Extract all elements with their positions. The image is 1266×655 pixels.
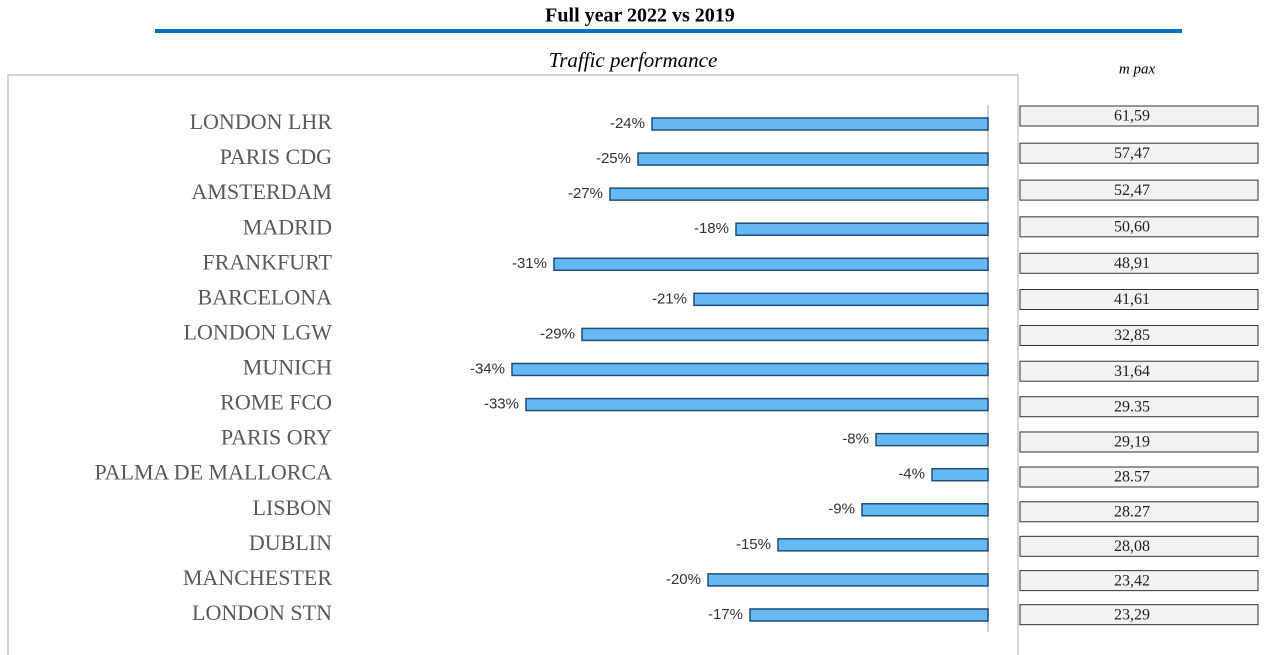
- pax-value: 31,64: [1114, 363, 1150, 380]
- bar: [637, 152, 989, 166]
- pax-box: [1019, 396, 1259, 418]
- pax-value: 29,19: [1114, 434, 1150, 451]
- pax-value: 29.35: [1114, 398, 1150, 415]
- pax-value: 28.27: [1114, 503, 1150, 520]
- value-label: -31%: [512, 255, 547, 272]
- category-label: PALMA DE MALLORCA: [94, 460, 332, 485]
- pax-box: [1019, 142, 1259, 164]
- bar: [553, 257, 989, 272]
- category-label: BARCELONA: [198, 284, 333, 309]
- pax-value: 32,85: [1114, 327, 1150, 344]
- bar: [581, 327, 989, 342]
- pax-box: [1019, 252, 1259, 274]
- pax-box: [1019, 179, 1259, 201]
- chart-title: Full year 2022 vs 2019: [545, 5, 735, 27]
- category-label: ROME FCO: [220, 390, 332, 415]
- category-label: MUNICH: [243, 355, 332, 380]
- value-label: -24%: [610, 115, 645, 132]
- category-label: MANCHESTER: [183, 565, 332, 590]
- value-label: -33%: [484, 396, 519, 413]
- value-label: -25%: [596, 150, 631, 167]
- value-label: -15%: [736, 536, 771, 553]
- category-label: PARIS CDG: [220, 144, 332, 169]
- bar: [875, 432, 989, 447]
- value-label: -4%: [898, 466, 925, 483]
- value-label: -18%: [694, 220, 729, 237]
- pax-box: [1019, 501, 1259, 523]
- bar: [735, 222, 989, 236]
- value-label: -21%: [652, 290, 687, 307]
- pax-box: [1019, 431, 1259, 453]
- pax-value: 61,59: [1114, 108, 1150, 125]
- bar: [861, 503, 989, 517]
- pax-value: 23,42: [1114, 572, 1150, 589]
- value-label: -8%: [842, 431, 869, 448]
- bar: [511, 362, 989, 377]
- pax-box: [1019, 289, 1259, 310]
- pax-value: 52,47: [1114, 182, 1150, 199]
- category-label: PARIS ORY: [221, 425, 332, 450]
- value-label: -34%: [470, 360, 505, 377]
- bar: [707, 573, 989, 587]
- value-label: -20%: [666, 571, 701, 588]
- pax-box: [1019, 535, 1259, 557]
- bar: [609, 187, 989, 201]
- category-label: AMSTERDAM: [191, 179, 332, 204]
- bar: [749, 608, 989, 622]
- pax-value: 23,29: [1114, 606, 1150, 623]
- pax-box: [1019, 324, 1259, 346]
- category-label: LISBON: [253, 495, 333, 520]
- pax-box: [1019, 570, 1259, 592]
- pax-box: [1019, 216, 1259, 238]
- unit-label: m pax: [1119, 61, 1156, 77]
- pax-box: [1019, 105, 1259, 127]
- value-label: -9%: [828, 501, 855, 518]
- plot-frame: [7, 74, 1019, 655]
- category-label: LONDON STN: [192, 600, 332, 625]
- chart-subtitle: Traffic performance: [549, 48, 718, 72]
- category-label: FRANKFURT: [203, 249, 333, 274]
- pax-value: 48,91: [1114, 255, 1150, 272]
- category-label: DUBLIN: [249, 530, 332, 555]
- pax-value: 28.57: [1114, 469, 1150, 486]
- category-label: MADRID: [243, 214, 332, 239]
- category-label: LONDON LGW: [184, 319, 333, 344]
- pax-value: 57,47: [1114, 145, 1150, 162]
- pax-box: [1019, 466, 1259, 488]
- pax-value: 28,08: [1114, 538, 1150, 555]
- value-label: -17%: [708, 606, 743, 623]
- category-label: LONDON LHR: [190, 109, 333, 134]
- pax-value: 50,60: [1114, 218, 1150, 235]
- bar: [651, 117, 989, 131]
- pax-value: 41,61: [1114, 291, 1150, 308]
- pax-box: [1019, 604, 1259, 626]
- bar: [777, 538, 989, 552]
- pax-box: [1019, 360, 1259, 382]
- bar: [693, 292, 989, 307]
- value-label: -27%: [568, 185, 603, 202]
- value-label: -29%: [540, 325, 575, 342]
- bar: [931, 467, 989, 482]
- bar: [525, 397, 989, 412]
